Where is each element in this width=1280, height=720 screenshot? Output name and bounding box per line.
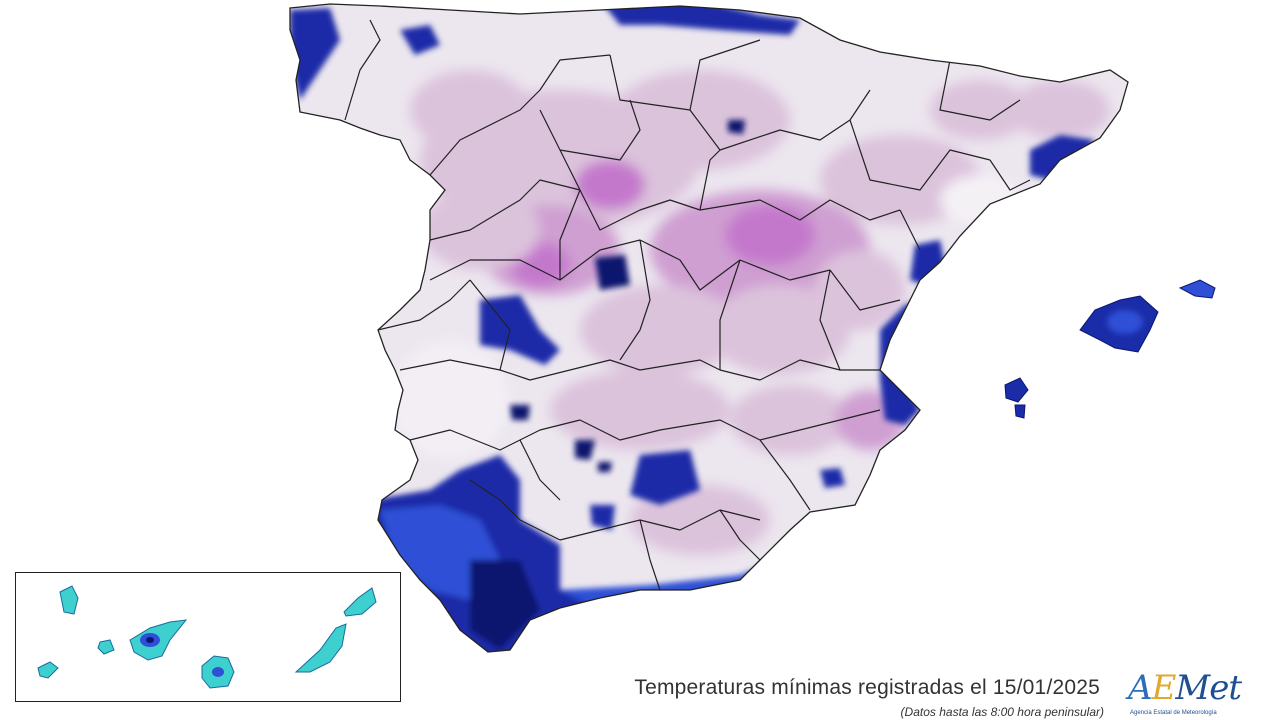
aemet-logo-subtitle: Agencia Estatal de Meteorología (1130, 710, 1217, 716)
canary-islands (37, 585, 377, 689)
map-subcaption: (Datos hasta las 8:00 hora peninsular) (900, 705, 1104, 719)
balearic-islands (1004, 279, 1216, 419)
aemet-logo: AEMet Agencia Estatal de Meteorología (1128, 668, 1258, 720)
province-borders (344, 19, 1031, 591)
aemet-logo-text: AEMet (1128, 668, 1242, 708)
canary-inset-frame (15, 572, 401, 702)
map-caption: Temperaturas mínimas registradas el 15/0… (634, 676, 1100, 699)
peninsula-map (290, 4, 1128, 652)
